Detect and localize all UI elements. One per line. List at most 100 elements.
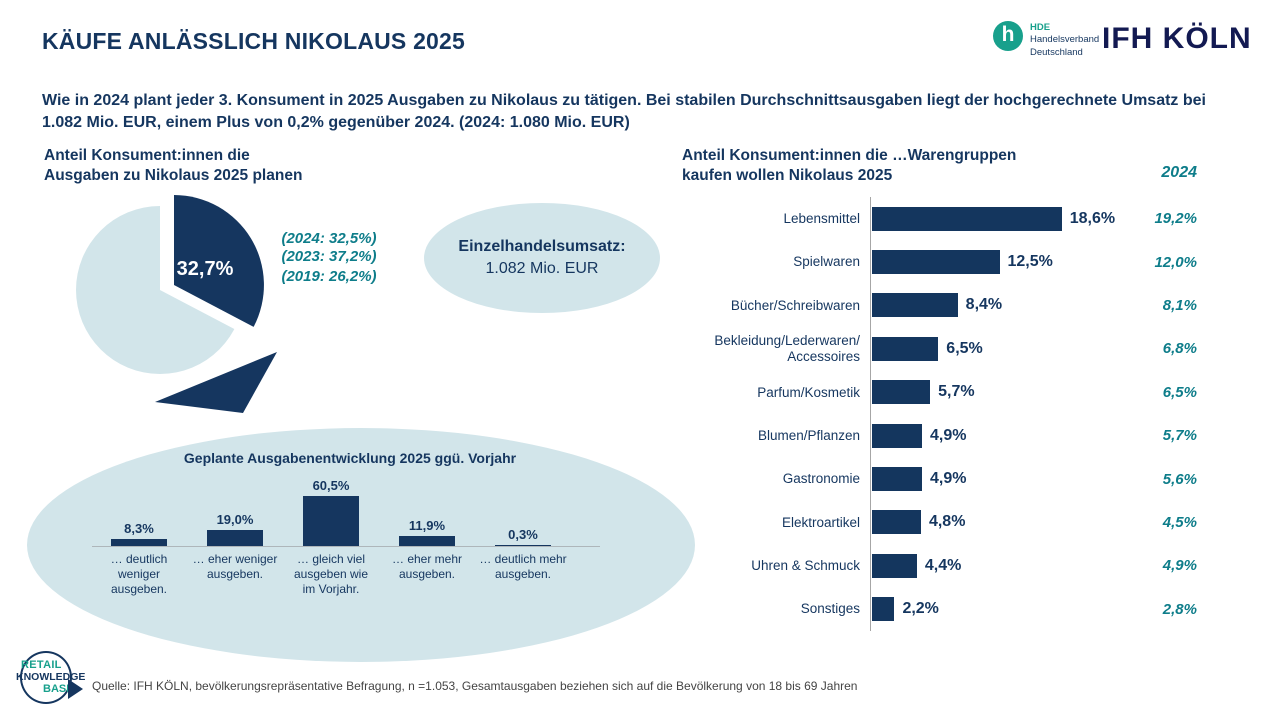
warengruppe-label: Sonstiges — [800, 601, 860, 617]
history-2023: (2023: 37,2%) — [281, 247, 377, 265]
callout-arrow — [155, 352, 277, 413]
pie-value-label: 32,7% — [177, 258, 234, 280]
warengruppe-label: Bücher/Schreibwaren — [730, 297, 860, 313]
rkb-circle-icon — [20, 651, 72, 704]
warengruppe-bar — [872, 206, 1062, 231]
warengruppe-label: Bekleidung/Lederwaren/ Accessoires — [714, 333, 860, 364]
pie-history: (2024: 32,5%) (2023: 37,2%) (2019: 26,2%… — [264, 230, 394, 286]
warengruppe-prev-value: 5,7% — [1162, 427, 1197, 445]
warengruppe-bar-area: 2,2% — [870, 587, 1264, 631]
ifh-koeln-logo: IFH KÖLN — [1102, 22, 1252, 55]
warengruppe-label: Lebensmittel — [783, 210, 860, 226]
history-2019: (2019: 26,2%) — [281, 268, 377, 285]
expenditure-value: 19,0% — [216, 512, 254, 528]
hde-logo: h HDE Handelsverband Deutschland — [993, 21, 1099, 59]
warengruppe-prev-value: 12,0% — [1154, 253, 1197, 271]
expenditure-bar — [303, 495, 359, 546]
hde-logo-icon: h — [993, 21, 1023, 51]
warengruppe-label: Gastronomie — [782, 471, 860, 487]
hde-abbr: HDE — [1030, 22, 1051, 33]
page-title: KÄUFE ANLÄSSLICH NIKOLAUS 2025 — [42, 28, 466, 54]
warengruppe-prev-value: 4,9% — [1162, 557, 1197, 575]
warengruppe-bar — [872, 423, 922, 448]
hde-logo-text: HDE Handelsverband Deutschland — [1030, 21, 1099, 59]
warengruppe-prev-value: 19,2% — [1154, 210, 1197, 228]
hde-line1: Handelsverband — [1030, 34, 1100, 46]
rkb-arrow-icon — [68, 679, 83, 699]
warengruppe-bar-area: 4,4% — [870, 544, 1264, 588]
expenditure-column: 60,5% — [283, 470, 379, 546]
expenditure-category-labels: … deutlich weniger ausgeben. … eher wenig… — [91, 552, 571, 597]
expenditure-axis-line — [92, 546, 600, 547]
warengruppe-prev-value: 6,5% — [1162, 383, 1197, 401]
warengruppe-row: Sonstiges 2,2% 2,8% — [690, 587, 1264, 631]
warengruppe-bar-area: 4,8% — [870, 500, 1264, 545]
warengruppe-bar — [872, 467, 922, 492]
warengruppe-value: 18,6% — [1069, 209, 1116, 227]
subtitle: Wie in 2024 plant jeder 3. Konsument in … — [42, 92, 1206, 131]
warengruppe-bar — [872, 380, 931, 405]
umsatz-label: Einzelhandelsumsatz: — [458, 237, 626, 255]
expenditure-category-label: … gleich viel ausgeben wie im Vorjahr. — [293, 552, 369, 596]
warengruppe-bar-area: 12,5% — [870, 240, 1264, 284]
expenditure-value: 60,5% — [312, 477, 350, 493]
warengruppe-bar — [872, 597, 895, 622]
pie-main-slice — [174, 195, 264, 327]
pie-section-heading: Anteil Konsument:innen die Ausgaben zu N… — [44, 146, 302, 187]
pie-chart: 32,7% — [76, 195, 277, 413]
warengruppe-row: Bekleidung/Lederwaren/ Accessoires 6,5% … — [690, 327, 1264, 371]
warengruppe-value: 4,9% — [929, 426, 967, 444]
warengruppe-label: Spielwaren — [793, 254, 860, 270]
warengruppe-value: 4,9% — [929, 470, 967, 488]
warengruppen-heading: Anteil Konsument:innen die …Warengruppen… — [682, 146, 1016, 187]
hde-line2: Deutschland — [1030, 46, 1083, 58]
warengruppe-bar — [872, 510, 921, 535]
warengruppe-label: Blumen/Pflanzen — [757, 427, 860, 443]
expenditure-category-label: … deutlich weniger ausgeben. — [110, 552, 168, 596]
warengruppe-row: Spielwaren 12,5% 12,0% — [690, 240, 1264, 284]
warengruppe-row: Bücher/Schreibwaren 8,4% 8,1% — [690, 283, 1264, 328]
warengruppe-bar-area: 8,4% — [870, 283, 1264, 328]
warengruppe-value: 4,4% — [924, 556, 962, 574]
warengruppe-prev-value: 2,8% — [1162, 600, 1197, 618]
warengruppe-prev-value: 8,1% — [1162, 296, 1197, 314]
expenditure-category-label: … eher weniger ausgeben. — [192, 552, 278, 581]
expenditure-value: 11,9% — [408, 518, 446, 534]
warengruppe-row: Elektroartikel 4,8% 4,5% — [690, 500, 1264, 545]
warengruppe-value: 6,5% — [946, 339, 983, 357]
warengruppe-row: Uhren & Schmuck 4,4% 4,9% — [690, 544, 1264, 588]
warengruppe-bar-area: 5,7% — [870, 370, 1264, 414]
source-note: Quelle: IFH KÖLN, bevölkerungsrepräsenta… — [92, 679, 858, 693]
warengruppe-value: 2,2% — [902, 600, 939, 618]
expenditure-column: 11,9% — [379, 470, 475, 546]
expenditure-column: 19,0% — [187, 470, 283, 546]
expenditure-category-label: … eher mehr ausgeben. — [391, 552, 463, 581]
warengruppe-prev-value: 5,6% — [1162, 470, 1197, 488]
warengruppe-prev-value: 6,8% — [1162, 340, 1197, 358]
expenditure-value: 0,3% — [508, 526, 538, 542]
warengruppe-bar-area: 18,6% — [870, 197, 1264, 241]
umsatz-value: 1.082 Mio. EUR — [485, 260, 599, 277]
expenditure-bar — [207, 530, 263, 546]
umsatz-kpi: Einzelhandelsumsatz: 1.082 Mio. EUR — [424, 203, 660, 313]
expenditure-column: 0,3% — [475, 470, 571, 546]
warengruppe-bar-area: 4,9% — [870, 457, 1264, 501]
warengruppe-value: 12,5% — [1007, 253, 1053, 271]
warengruppe-row: Parfum/Kosmetik 5,7% 6,5% — [690, 370, 1264, 414]
warengruppe-row: Blumen/Pflanzen 4,9% 5,7% — [690, 413, 1264, 458]
warengruppe-row: Gastronomie 4,9% 5,6% — [690, 457, 1264, 501]
warengruppe-prev-value: 4,5% — [1162, 513, 1197, 531]
rkb-base: BASE — [43, 683, 74, 695]
rkb-retail: RETAIL — [21, 659, 62, 671]
warengruppe-bar — [872, 250, 1000, 275]
expenditure-bar — [399, 536, 455, 546]
expenditure-value: 8,3% — [124, 521, 154, 537]
history-2024: (2024: 32,5%) — [281, 230, 377, 247]
pie-heading-line2: Ausgaben zu Nikolaus 2025 planen — [44, 167, 303, 185]
warengruppe-bar — [872, 336, 939, 361]
warengruppe-row: Lebensmittel 18,6% 19,2% — [690, 197, 1264, 241]
warengruppe-value: 8,4% — [965, 296, 1003, 314]
expenditure-column: 8,3% — [91, 470, 187, 546]
year-2024-header: 2024 — [1161, 164, 1197, 181]
